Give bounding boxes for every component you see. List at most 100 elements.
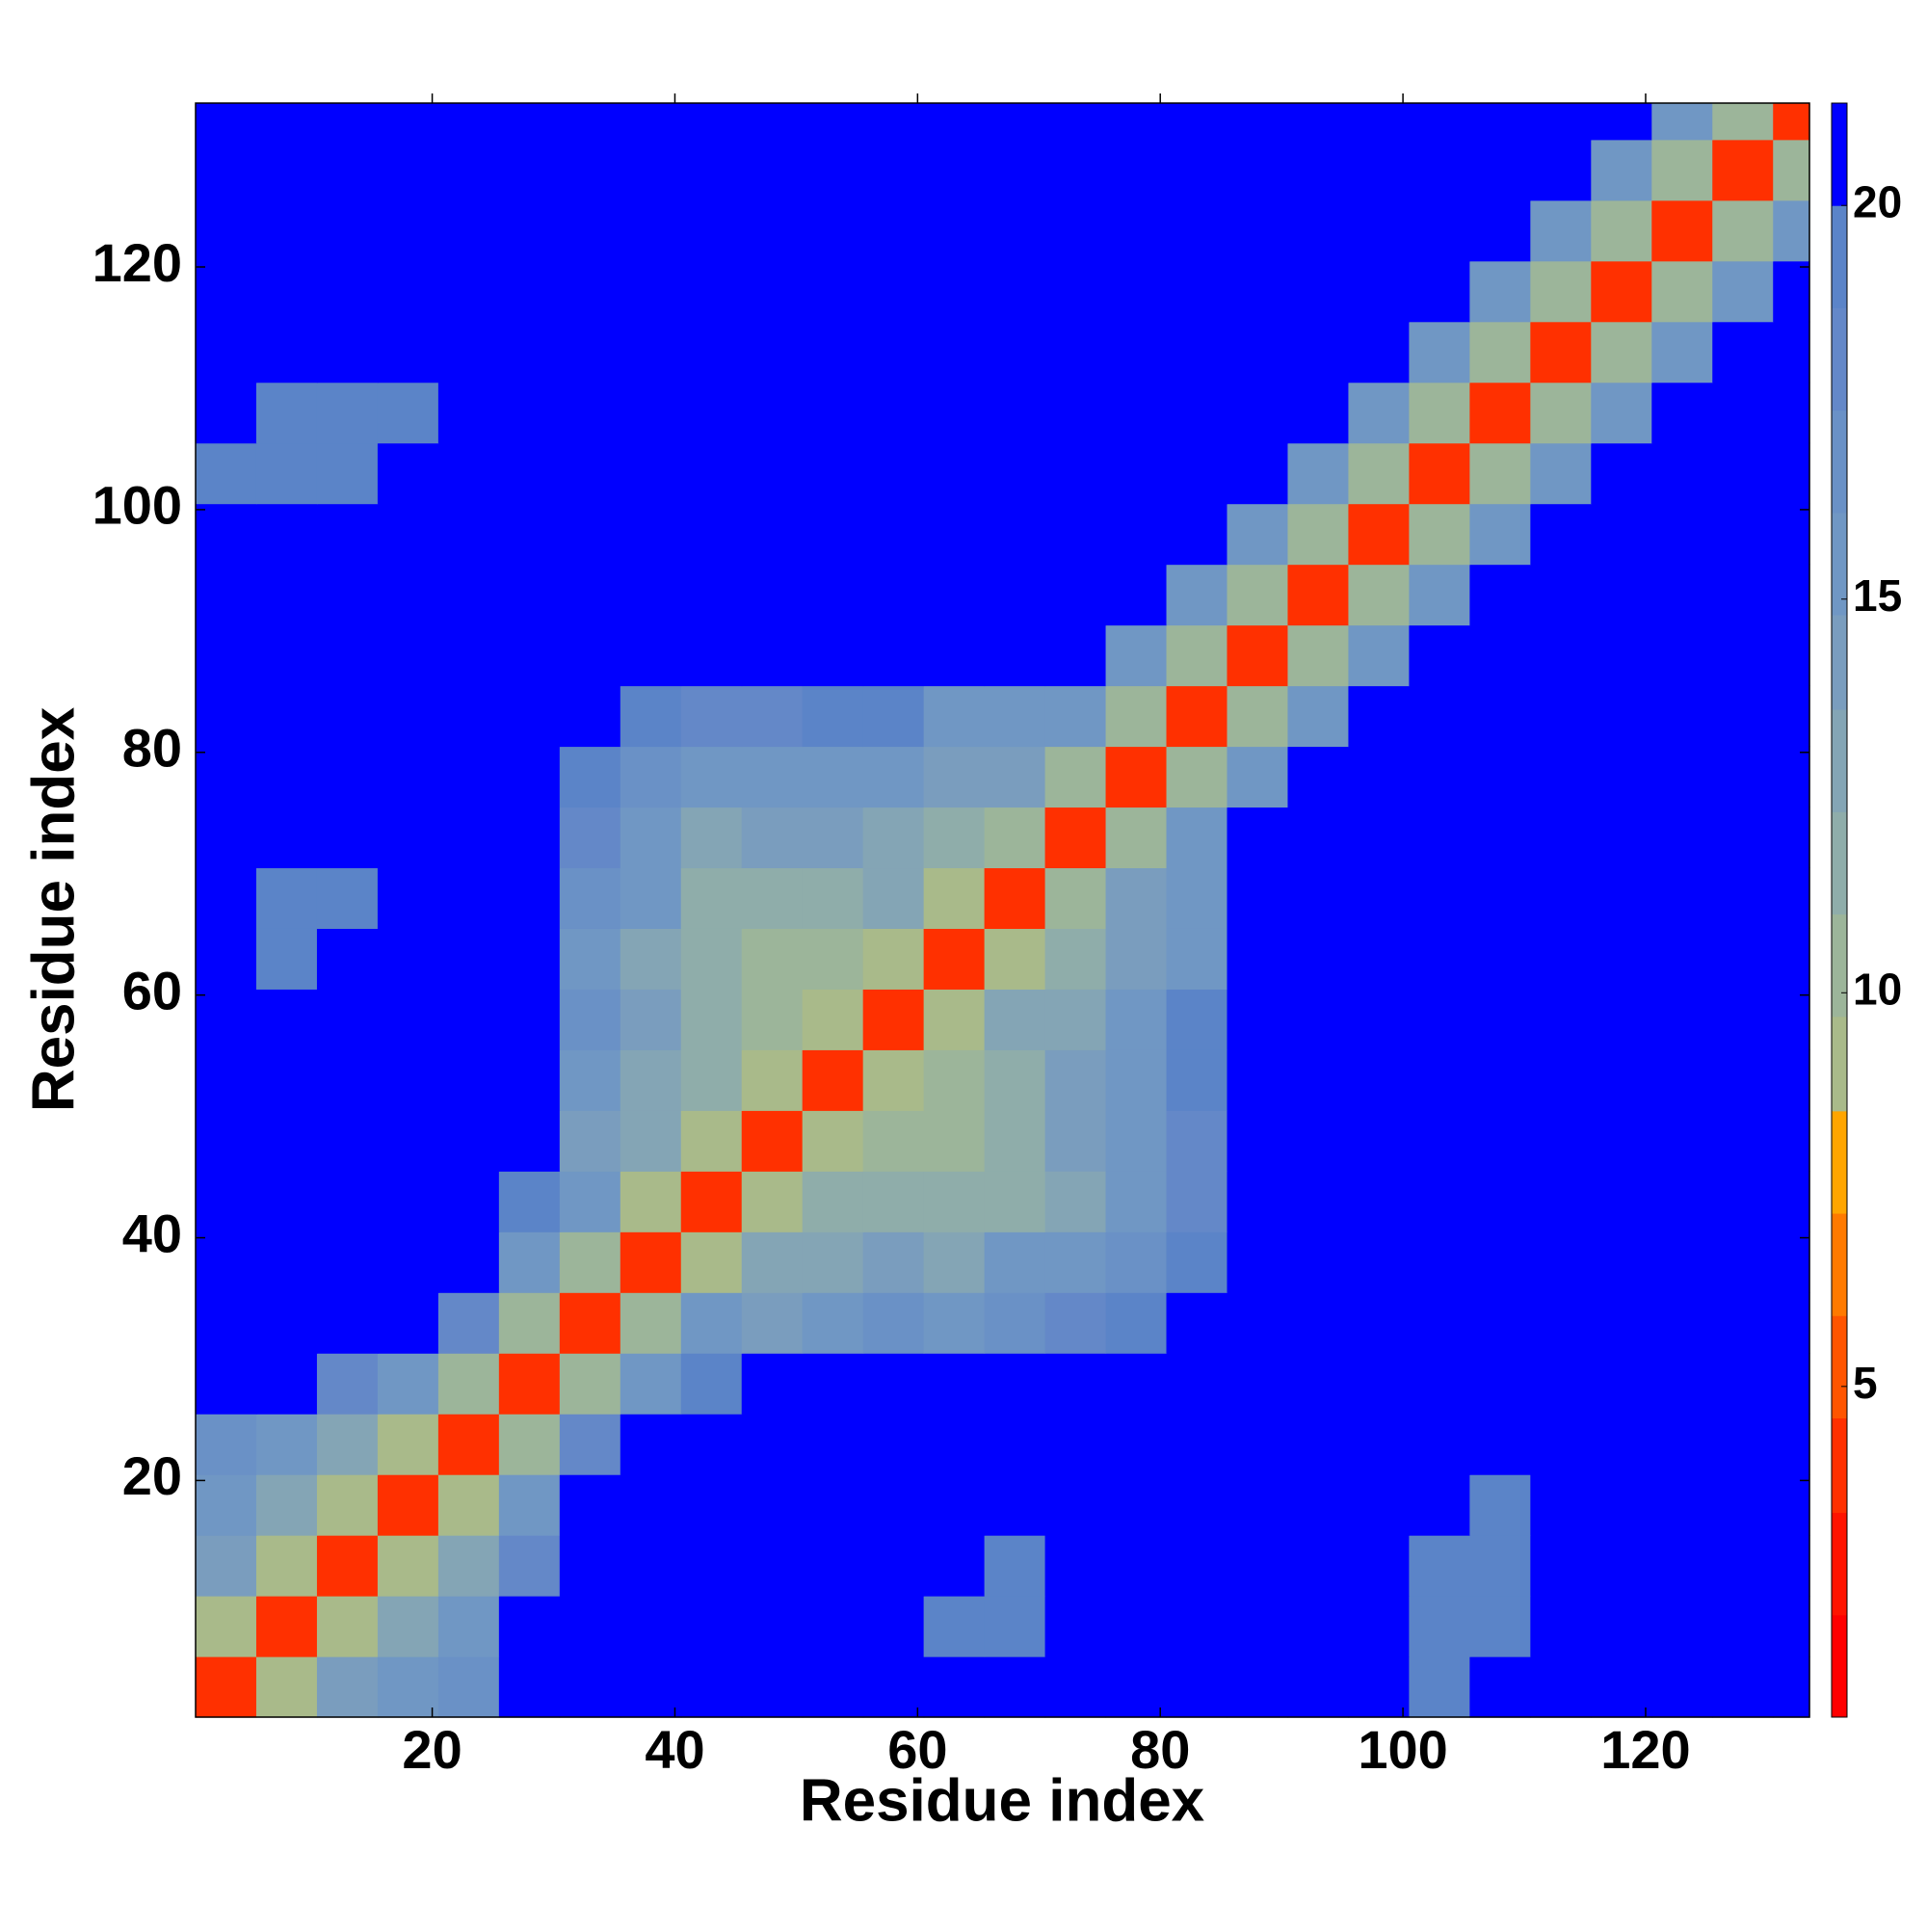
heatmap-cell: [1105, 103, 1168, 141]
heatmap-cell: [1348, 685, 1410, 748]
heatmap-cell: [620, 1231, 682, 1293]
heatmap-cell: [680, 746, 743, 808]
heatmap-cell: [316, 928, 379, 990]
heatmap-cell: [741, 139, 804, 201]
heatmap-cell: [316, 1110, 379, 1172]
heatmap-cell: [377, 321, 439, 384]
heatmap-cell: [1409, 1414, 1470, 1475]
heatmap-cell: [620, 564, 682, 626]
heatmap-cell: [1348, 1474, 1410, 1536]
heatmap-cell: [437, 928, 500, 990]
heatmap-cell: [498, 382, 561, 444]
heatmap-cell: [1530, 1353, 1592, 1415]
heatmap-cell: [316, 807, 379, 869]
heatmap-cell: [1469, 928, 1531, 990]
heatmap-cell: [377, 503, 439, 566]
heatmap-cell: [923, 807, 986, 869]
heatmap-cell: [923, 1656, 986, 1718]
heatmap-cell: [741, 928, 804, 990]
heatmap-cell: [1469, 321, 1531, 384]
heatmap-cell: [377, 564, 439, 626]
heatmap-cell: [255, 1110, 318, 1172]
heatmap-cell: [984, 1414, 1046, 1475]
heatmap-cell: [377, 1110, 439, 1172]
heatmap-cell: [316, 1535, 379, 1597]
heatmap-cell: [1044, 199, 1107, 262]
heatmap-cell: [1166, 321, 1228, 384]
heatmap-cell: [437, 1596, 500, 1657]
heatmap-cell: [1105, 1596, 1168, 1657]
heatmap-cell: [984, 382, 1046, 444]
heatmap-cell: [862, 103, 925, 141]
heatmap-cell: [1044, 103, 1107, 141]
heatmap-cell: [1044, 928, 1107, 990]
heatmap-cell: [1469, 564, 1531, 626]
heatmap-cell: [1166, 1049, 1228, 1111]
heatmap-cell: [1227, 1474, 1289, 1536]
heatmap-cell: [1166, 928, 1228, 990]
heatmap-cell: [1348, 199, 1410, 262]
heatmap-cell: [1712, 103, 1774, 141]
heatmap-cell: [498, 139, 561, 201]
heatmap-cell: [559, 867, 621, 929]
heatmap-cell: [1227, 1535, 1289, 1597]
heatmap-cell: [559, 139, 621, 201]
heatmap-cell: [1227, 199, 1289, 262]
heatmap-cell: [923, 503, 986, 566]
heatmap-cell: [1227, 103, 1289, 141]
heatmap-cell: [1712, 442, 1774, 505]
heatmap-cell: [862, 1535, 925, 1597]
heatmap-cell: [255, 1292, 318, 1354]
heatmap-cell: [802, 746, 864, 808]
heatmap-cell: [741, 624, 804, 687]
heatmap-cell: [1409, 1171, 1470, 1232]
heatmap-cell: [1348, 260, 1410, 323]
heatmap-cell: [498, 260, 561, 323]
heatmap-cell: [1166, 1292, 1228, 1354]
heatmap-cell: [1712, 746, 1774, 808]
heatmap-cell: [923, 1474, 986, 1536]
heatmap-cell: [498, 503, 561, 566]
heatmap-cell: [802, 1474, 864, 1536]
heatmap-cell: [620, 1414, 682, 1475]
heatmap-cell: [1469, 685, 1531, 748]
heatmap-cell: [862, 1110, 925, 1172]
heatmap-cell: [196, 1596, 257, 1657]
heatmap-cell: [1044, 442, 1107, 505]
heatmap-cell: [741, 103, 804, 141]
heatmap-cell: [1530, 1049, 1592, 1111]
colorbar-band: [1832, 1213, 1847, 1316]
heatmap-cell: [1530, 382, 1592, 444]
heatmap-cell: [802, 321, 864, 384]
x-tick-label: 100: [1358, 1719, 1447, 1780]
heatmap-cell: [377, 199, 439, 262]
heatmap-cell: [1409, 685, 1470, 748]
heatmap-cell: [1227, 624, 1289, 687]
y-tick-label: 120: [92, 232, 182, 293]
heatmap-cell: [196, 1110, 257, 1172]
heatmap-cell: [1591, 1353, 1652, 1415]
heatmap-cell: [377, 867, 439, 929]
heatmap-cell: [802, 1292, 864, 1354]
heatmap-cell: [802, 442, 864, 505]
heatmap-cell: [1469, 1656, 1531, 1718]
heatmap-cell: [802, 624, 864, 687]
heatmap-cell: [437, 746, 500, 808]
colorbar-band: [1832, 307, 1847, 411]
colorbar-band: [1832, 709, 1847, 812]
heatmap-cell: [1105, 503, 1168, 566]
heatmap-cell: [1469, 1171, 1531, 1232]
heatmap-cell: [984, 685, 1046, 748]
heatmap-cell: [1773, 867, 1810, 929]
heatmap-cell: [1227, 139, 1289, 201]
heatmap-cell: [377, 103, 439, 141]
heatmap-cell: [984, 807, 1046, 869]
heatmap-cell: [1348, 1292, 1410, 1354]
heatmap-cell: [984, 1596, 1046, 1657]
heatmap-cell: [377, 1656, 439, 1718]
heatmap-cell: [1712, 1110, 1774, 1172]
heatmap-cell: [620, 989, 682, 1050]
heatmap-cell: [1105, 382, 1168, 444]
heatmap-cell: [255, 1049, 318, 1111]
heatmap-cell: [1348, 1656, 1410, 1718]
